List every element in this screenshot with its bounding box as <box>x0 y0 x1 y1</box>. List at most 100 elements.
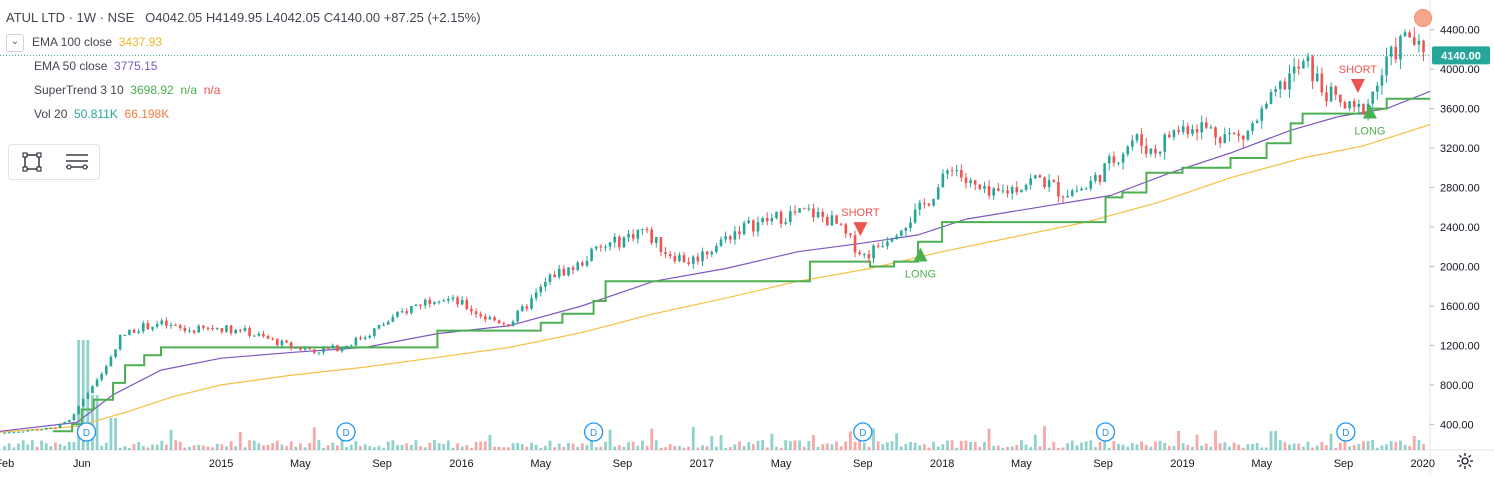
collapse-legend-button[interactable]: ⌄ <box>6 33 24 52</box>
volume-bar <box>409 444 413 450</box>
x-tick-label: Sep <box>1093 458 1113 470</box>
rectangle-tool-icon[interactable] <box>19 149 45 175</box>
volume-bar <box>645 445 649 450</box>
volume-bar <box>1080 442 1083 450</box>
volume-bar <box>40 440 43 450</box>
candle-body <box>997 188 1000 191</box>
candle-body <box>1408 32 1411 38</box>
candle-body <box>562 268 566 276</box>
candle-body <box>798 208 801 213</box>
candle-body <box>1385 56 1388 76</box>
candle-body <box>1306 56 1310 62</box>
volume-bar <box>955 447 959 450</box>
volume-bar <box>442 444 446 450</box>
y-tick-label: 4400.00 <box>1440 25 1480 37</box>
dividend-marker-icon[interactable]: D <box>1095 422 1116 442</box>
candle-body <box>530 298 533 309</box>
volume-bar <box>188 446 191 450</box>
candle-body <box>770 218 774 222</box>
volume-bar <box>520 444 524 450</box>
dividend-marker-icon[interactable]: D <box>853 422 873 442</box>
candle-body <box>386 321 390 325</box>
volume-bar <box>1098 441 1102 450</box>
candle-body <box>1269 92 1273 104</box>
candle-body <box>682 255 686 263</box>
volume-bar <box>1191 446 1194 450</box>
candle-body <box>534 292 538 299</box>
volume-bar <box>1232 442 1236 450</box>
indicator-row[interactable]: ⌄ EMA 100 close 3437.93 <box>6 30 481 54</box>
symbol-title: ATUL LTD · 1W · NSE <box>6 10 135 25</box>
indicator-row[interactable]: EMA 50 close 3775.15 <box>34 54 481 78</box>
candle-body <box>983 186 986 189</box>
candle-body <box>447 299 450 301</box>
candle-body <box>1251 123 1254 131</box>
candle-body <box>1329 86 1333 102</box>
volume-bar <box>1084 441 1088 450</box>
dividend-marker-icon[interactable]: D <box>336 422 356 442</box>
volume-bar <box>183 447 187 450</box>
candle-body <box>465 299 469 309</box>
candle-body <box>345 345 348 349</box>
volume-bar <box>1301 446 1305 450</box>
volume-bar <box>1121 444 1125 450</box>
volume-bar <box>835 441 838 450</box>
volume-bar <box>151 444 154 450</box>
volume-bar <box>1348 446 1351 450</box>
volume-bar <box>959 440 963 450</box>
candle-body <box>160 320 164 325</box>
candle-body <box>960 170 963 178</box>
volume-bar <box>1172 445 1176 450</box>
candle-body <box>1376 85 1379 92</box>
candle-body <box>645 229 649 231</box>
indicator-row[interactable]: SuperTrend 3 10 3698.92 n/a n/a <box>34 78 481 102</box>
volume-bar <box>49 446 53 450</box>
gear-icon[interactable] <box>1456 452 1474 470</box>
volume-bar <box>1274 430 1278 450</box>
volume-bar <box>895 433 899 450</box>
volume-bar <box>890 441 894 450</box>
candle-body <box>719 239 723 246</box>
volume-bar <box>368 446 372 450</box>
candle-body <box>276 338 279 346</box>
indicator-row[interactable]: Vol 20 50.811K 66.198K <box>34 102 481 126</box>
candle-body <box>1149 148 1153 154</box>
volume-bar <box>1117 443 1120 450</box>
volume-bar <box>604 441 607 450</box>
volume-bar <box>691 426 695 450</box>
candle-body <box>1084 188 1088 190</box>
drawing-toolbox <box>8 144 100 180</box>
volume-bar <box>1283 442 1287 450</box>
volume-bar <box>391 440 395 450</box>
volume-bar <box>349 444 353 450</box>
x-tick-label: Feb <box>0 458 14 470</box>
volume-bar <box>26 444 30 450</box>
alert-dot-icon[interactable] <box>1414 9 1432 27</box>
candle-body <box>576 262 580 270</box>
candle-body <box>220 328 224 332</box>
volume-bar <box>1006 446 1009 450</box>
lines-tool-icon[interactable] <box>64 149 90 175</box>
candle-body <box>1255 120 1259 124</box>
dividend-marker-icon[interactable]: D <box>1336 422 1356 442</box>
candle-body <box>54 427 57 429</box>
volume-bar <box>1375 447 1379 450</box>
volume-bar <box>862 442 866 450</box>
volume-bar <box>728 447 732 450</box>
candle-body <box>1070 190 1074 196</box>
volume-bar <box>770 433 774 450</box>
volume-bar <box>234 446 238 450</box>
candle-body <box>1061 196 1065 198</box>
candle-body <box>474 311 478 315</box>
candle-body <box>946 170 949 174</box>
volume-bar <box>571 443 575 450</box>
candle-body <box>49 427 53 429</box>
volume-bar <box>946 440 949 450</box>
dividend-marker-icon[interactable]: D <box>583 422 604 442</box>
dividend-marker-icon[interactable]: D <box>76 422 97 442</box>
volume-bar <box>174 440 178 450</box>
volume-bar <box>275 440 279 450</box>
candle-body <box>927 203 931 206</box>
